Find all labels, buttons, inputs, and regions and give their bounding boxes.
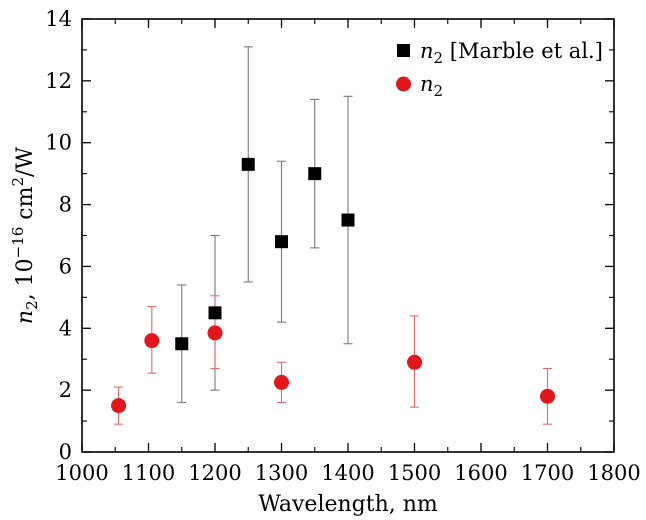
legend-label-n2: n2 (420, 72, 443, 100)
legend-marker-n2-circle (396, 76, 411, 92)
y-axis-title-symbol: n (13, 310, 38, 324)
x-tick-label: 1300 (255, 461, 308, 485)
y-axis-title-unit: cm (13, 186, 38, 226)
data-point-n2 (144, 333, 160, 349)
data-point-n2 (111, 398, 127, 414)
x-tick-label: 1800 (587, 461, 640, 485)
data-point-marble (341, 213, 355, 227)
y-tick-label: 2 (59, 378, 72, 402)
data-markers (111, 157, 555, 414)
y-axis-title-unit-exponent: 2 (9, 177, 27, 187)
legend-marker-marble-square (397, 44, 410, 57)
y-tick-label: 0 (59, 440, 72, 464)
y-tick-label: 6 (59, 254, 72, 278)
legend-label-marble-symbol: n (420, 39, 434, 63)
y-tick-label: 10 (45, 131, 72, 155)
legend-label-n2-subscript: 2 (434, 82, 444, 100)
data-point-n2 (407, 354, 422, 370)
legend-label-n2-symbol: n (420, 72, 434, 96)
y-axis-title-suffix: /W (13, 147, 38, 177)
error-bars (114, 46, 552, 425)
x-tick-label: 1100 (122, 461, 175, 485)
x-tick-label: 1700 (521, 461, 574, 485)
x-tick-label: 1200 (188, 461, 241, 485)
data-point-n2 (207, 325, 223, 341)
legend-label-marble-subscript: 2 (434, 49, 444, 67)
data-point-n2 (274, 374, 289, 390)
x-tick-label: 1400 (321, 461, 374, 485)
x-axis-title: Wavelength, nm (258, 492, 438, 517)
y-tick-label: 14 (45, 7, 72, 31)
y-axis-title-exponent: −16 (9, 227, 27, 259)
legend: n2 [Marble et al.] n2 (396, 39, 603, 100)
legend-label-marble: n2 [Marble et al.] (420, 39, 603, 67)
data-point-marble (208, 306, 222, 320)
legend-label-marble-suffix: [Marble et al.] (443, 39, 603, 63)
x-tick-label: 1500 (388, 461, 441, 485)
data-point-marble (175, 337, 189, 351)
data-point-marble (275, 235, 288, 249)
axis-ticks: 1000 1100 1200 1300 1400 1500 1600 1700 1800 0 2 4 6… (45, 7, 640, 485)
y-axis-title: n2, 10−16 cm2/W (9, 147, 41, 325)
y-axis-title-prefix: , 10 (13, 258, 38, 300)
y-tick-label: 8 (59, 193, 72, 217)
y-tick-label: 4 (59, 316, 72, 340)
y-tick-label: 12 (45, 69, 72, 93)
data-point-marble (308, 167, 322, 181)
x-tick-label: 1000 (55, 461, 108, 485)
data-point-n2 (540, 388, 555, 404)
x-tick-label: 1600 (454, 461, 507, 485)
y-axis-title-subscript: 2 (23, 300, 41, 310)
data-point-marble (241, 157, 255, 171)
